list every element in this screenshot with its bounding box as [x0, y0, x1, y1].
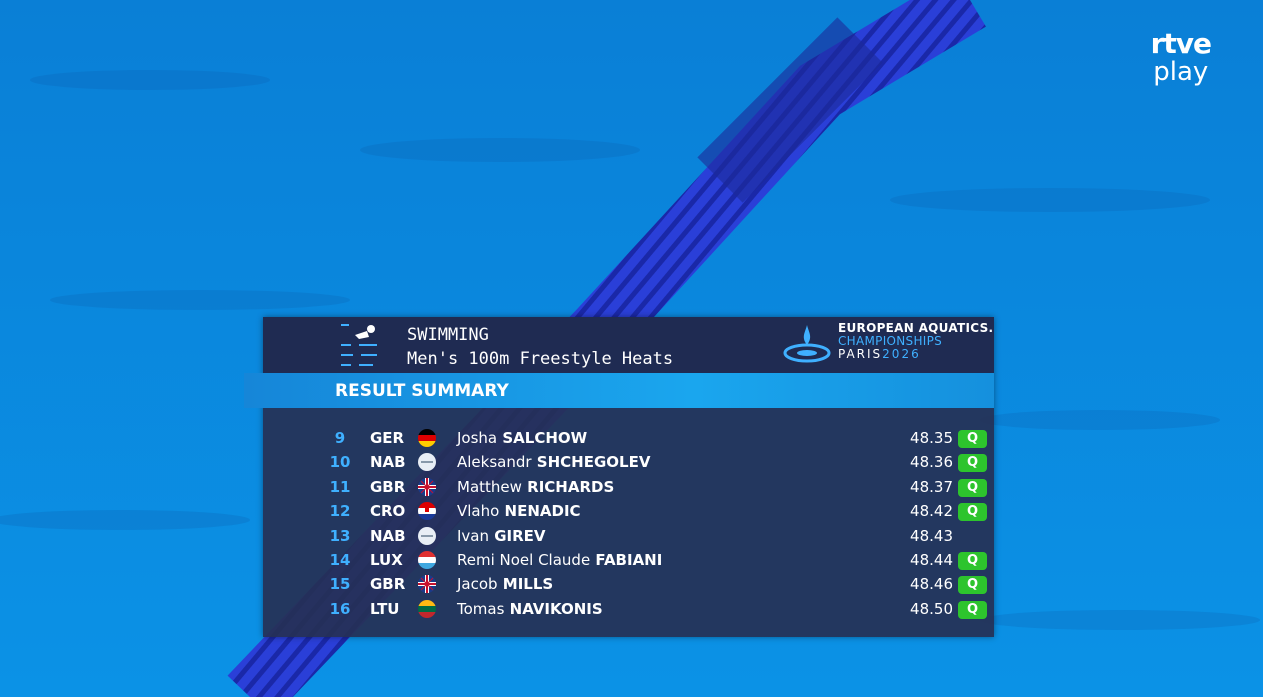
rank: 12 — [329, 502, 351, 521]
time: 48.44 — [910, 551, 953, 569]
flag-icon — [418, 599, 436, 618]
qualified-badge: Q — [958, 478, 987, 497]
logo-service: play — [1153, 57, 1209, 87]
country-code: GBR — [370, 477, 406, 496]
country-code: CRO — [370, 502, 406, 521]
swim-icon — [341, 324, 377, 366]
last-name: RICHARDS — [527, 477, 615, 496]
flag — [418, 599, 436, 622]
last-name: NAVIKONIS — [509, 599, 603, 618]
results-panel: SWIMMING Men's 100m Freestyle Heats EURO… — [263, 317, 994, 637]
time: 48.36 — [910, 453, 953, 472]
logo-name: rtve — [1150, 27, 1212, 60]
rank: 14 — [329, 551, 351, 569]
flag — [418, 551, 436, 573]
time: 48.50 — [910, 599, 953, 618]
first-name: Jacob — [457, 575, 498, 594]
last-name: SALCHOW — [502, 429, 588, 447]
qualified-badge: Q — [958, 430, 987, 448]
time: 48.37 — [910, 477, 953, 496]
brand-line: EUROPEAN AQUATICS. — [838, 321, 994, 335]
qualified-badge: Q — [958, 503, 987, 522]
flag-icon — [418, 477, 436, 496]
brand-icon — [783, 325, 831, 363]
last-name: GIREV — [494, 526, 546, 545]
country-code: NAB — [370, 453, 406, 472]
last-name: NENADIC — [504, 502, 581, 521]
flag — [418, 477, 436, 500]
result-row: 14 LUX Remi Noel Claude FABIANI 48.44 Q — [263, 549, 994, 571]
flag — [418, 453, 436, 475]
rank: 11 — [329, 477, 351, 496]
flag — [418, 502, 436, 524]
first-name: Remi Noel Claude — [457, 551, 591, 569]
result-row: 15 GBR Jacob MILLS 48.46 Q — [263, 573, 994, 595]
result-row: 16 LTU Tomas NAVIKONIS 48.50 Q — [263, 598, 994, 620]
first-name: Aleksandr — [457, 453, 532, 472]
qualified-badge: Q — [958, 552, 987, 570]
broadcaster-logo: rtve play — [1150, 27, 1212, 87]
qualified-badge: Q — [958, 454, 987, 473]
brand-city: PARIS — [838, 347, 883, 361]
section-banner: RESULT SUMMARY — [244, 373, 994, 408]
athlete-name: Tomas NAVIKONIS — [457, 600, 603, 618]
athlete-name: Remi Noel Claude FABIANI — [457, 551, 662, 569]
qualified-badge: Q — [958, 600, 987, 619]
athlete-name: Matthew RICHARDS — [457, 478, 614, 496]
flag-icon — [418, 502, 436, 521]
country-code: GBR — [370, 575, 406, 594]
first-name: Matthew — [457, 477, 522, 496]
flag-icon — [418, 526, 436, 545]
athlete-name: Vlaho NENADIC — [457, 502, 581, 520]
flag — [418, 429, 436, 451]
section-title: RESULT SUMMARY — [335, 381, 509, 401]
qualified-badge: Q — [958, 576, 987, 595]
result-row: 13 NAB Ivan GIREV 48.43 — [263, 525, 994, 547]
time: 48.43 — [910, 526, 953, 545]
athlete-name: Josha SALCHOW — [457, 429, 587, 447]
country-code: LTU — [370, 599, 400, 618]
time: 48.42 — [910, 502, 953, 521]
panel-header: SWIMMING Men's 100m Freestyle Heats EURO… — [263, 317, 994, 373]
rank: 16 — [329, 599, 351, 618]
result-row: 12 CRO Vlaho NENADIC 48.42 Q — [263, 500, 994, 522]
athlete-name: Aleksandr SHCHEGOLEV — [457, 453, 650, 471]
rank: 13 — [329, 526, 351, 545]
country-code: NAB — [370, 526, 406, 545]
time: 48.46 — [910, 575, 953, 594]
last-name: FABIANI — [595, 551, 663, 569]
rank: 9 — [334, 429, 346, 447]
first-name: Vlaho — [457, 502, 500, 521]
result-row: 9 GER Josha SALCHOW 48.35 Q — [263, 427, 994, 449]
event-title: Men's 100m Freestyle Heats — [407, 349, 674, 369]
last-name: MILLS — [502, 575, 554, 594]
brand-year: 2026 — [882, 347, 921, 361]
flag-icon — [418, 575, 436, 594]
rank: 10 — [329, 453, 351, 472]
flag-icon — [418, 429, 436, 447]
brand: EUROPEAN AQUATICS. CHAMPIONSHIPS PARIS20… — [838, 322, 993, 361]
athlete-name: Ivan GIREV — [457, 527, 546, 545]
time: 48.35 — [910, 429, 953, 447]
flag-icon — [418, 551, 436, 569]
last-name: SHCHEGOLEV — [536, 453, 651, 472]
brand-line: CHAMPIONSHIPS — [838, 334, 943, 348]
flag-icon — [418, 453, 436, 472]
rank: 15 — [329, 575, 351, 594]
sport-title: SWIMMING — [407, 325, 489, 345]
flag — [418, 526, 436, 549]
first-name: Tomas — [457, 599, 505, 618]
result-row: 11 GBR Matthew RICHARDS 48.37 Q — [263, 476, 994, 498]
country-code: GER — [370, 429, 405, 447]
flag — [418, 575, 436, 597]
athlete-name: Jacob MILLS — [457, 575, 553, 593]
first-name: Ivan — [457, 526, 489, 545]
result-row: 10 NAB Aleksandr SHCHEGOLEV 48.36 Q — [263, 451, 994, 473]
first-name: Josha — [457, 429, 498, 447]
country-code: LUX — [370, 551, 403, 569]
